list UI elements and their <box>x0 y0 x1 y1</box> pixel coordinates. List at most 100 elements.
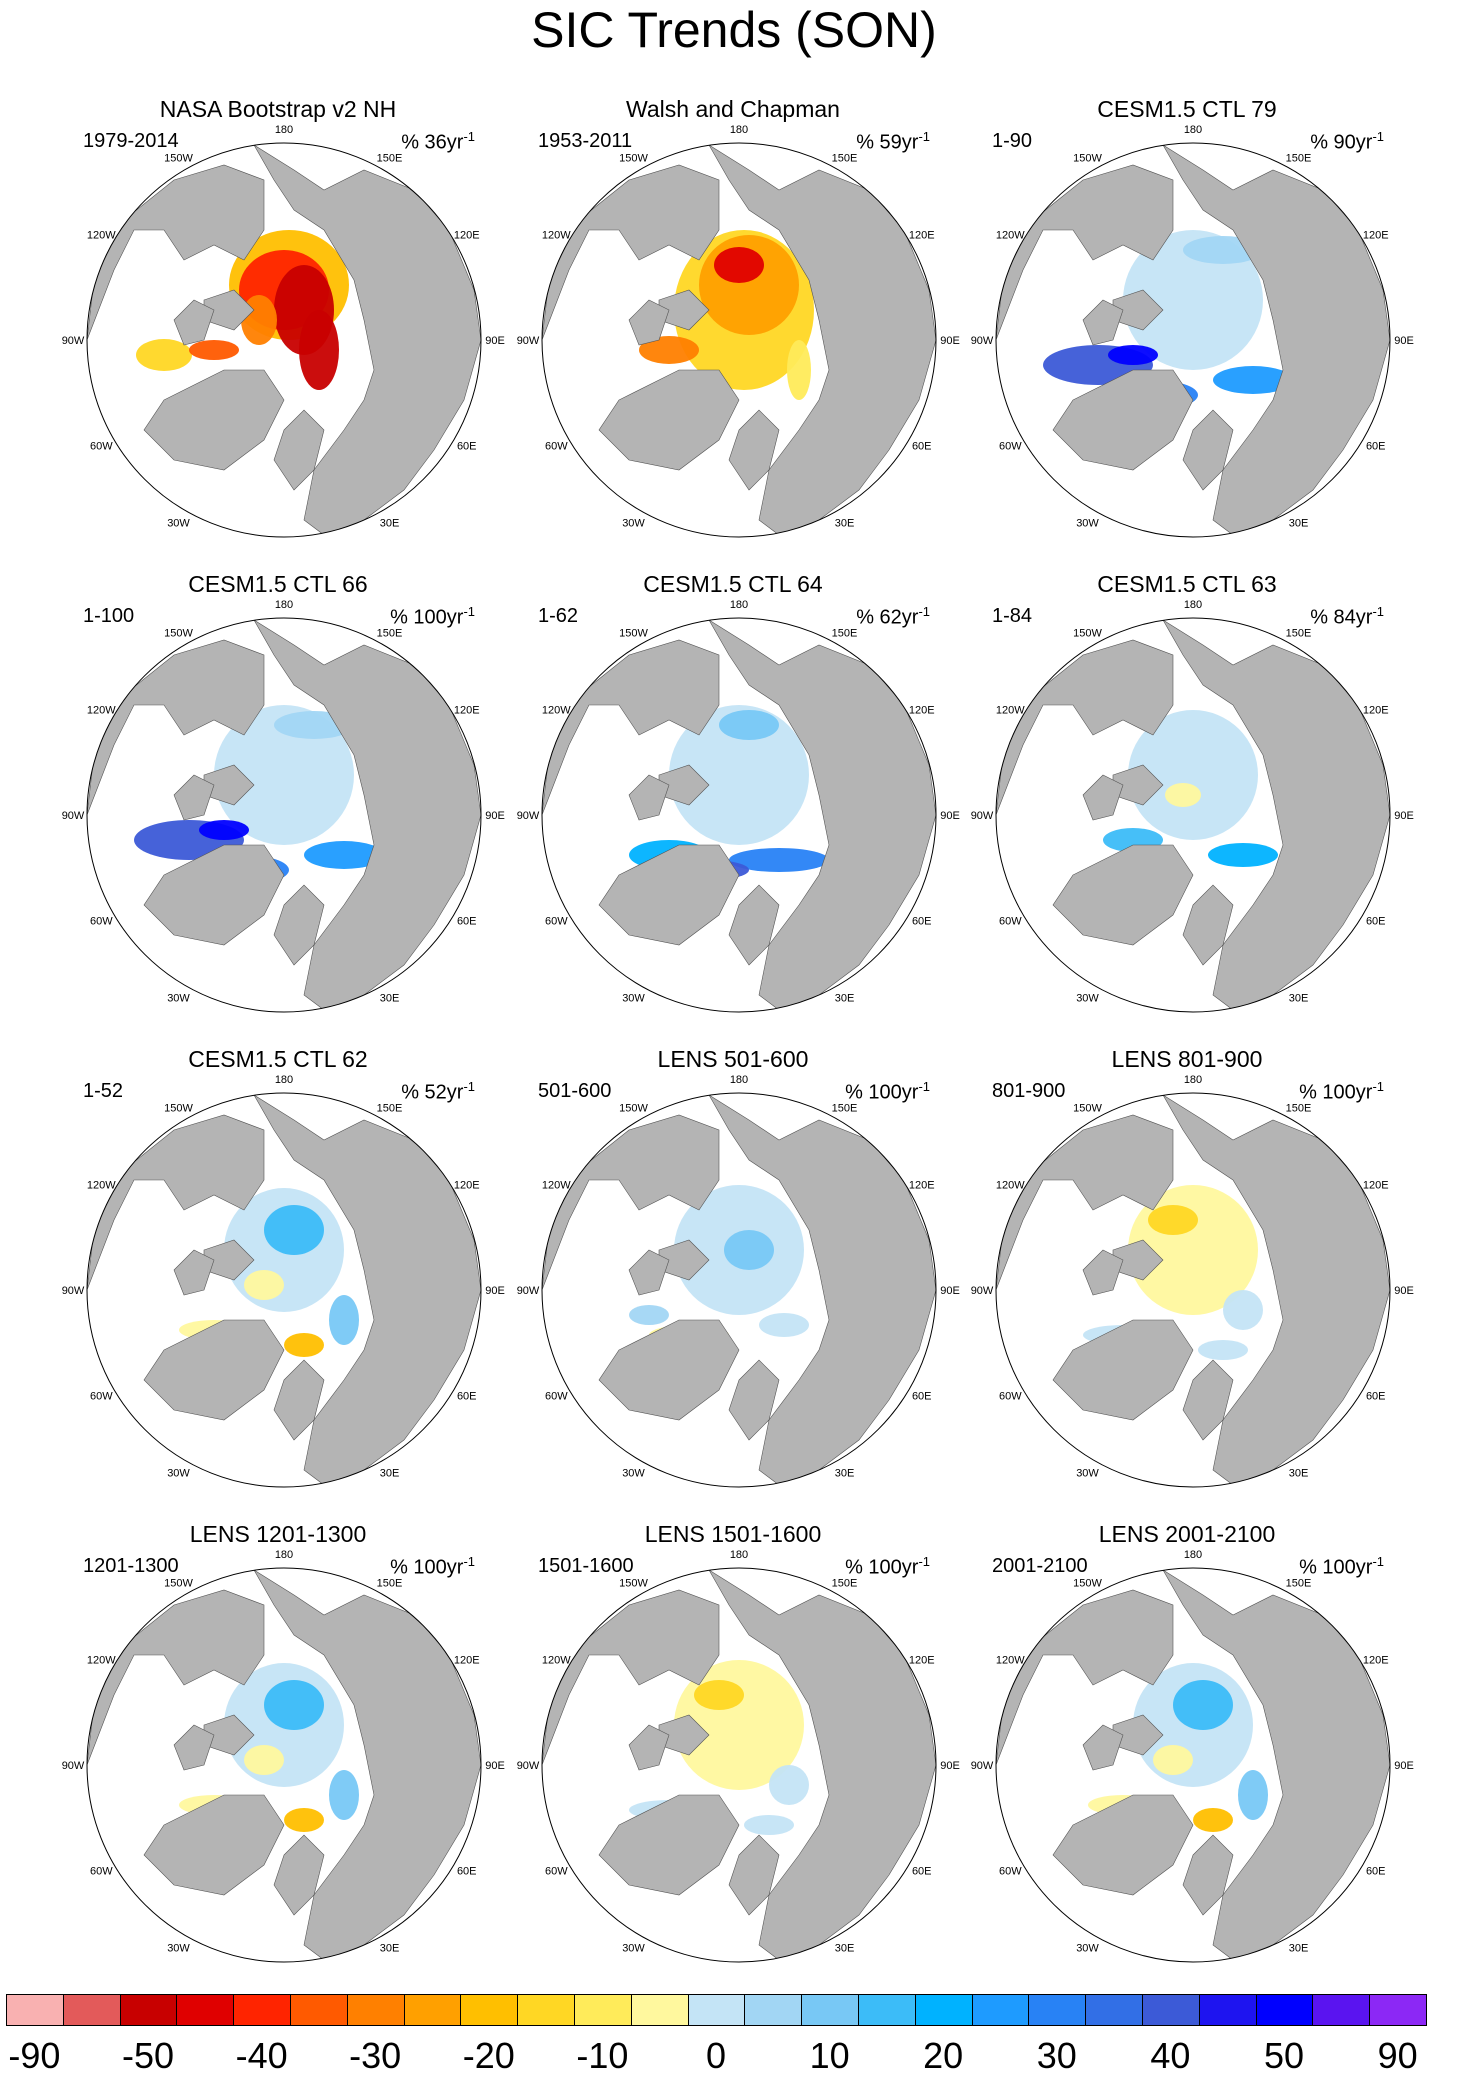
longitude-label: 180 <box>730 1074 748 1086</box>
longitude-label: 180 <box>275 1074 293 1086</box>
longitude-label: 150W <box>164 1102 193 1114</box>
longitude-label: 90W <box>971 1760 994 1772</box>
longitude-label: 60W <box>999 1391 1022 1403</box>
longitude-label: 60W <box>90 441 113 453</box>
units-exponent: -1 <box>918 604 930 619</box>
panel-period: 1-84 <box>992 605 1033 627</box>
longitude-label: 30E <box>1289 1943 1309 1955</box>
land-polygon <box>1182 409 1234 491</box>
panel-units: % 100yr-1 <box>845 1550 930 1580</box>
longitude-label: 60E <box>1366 1391 1386 1403</box>
longitude-label: 30W <box>1076 993 1099 1005</box>
panel-title: LENS 801-900 <box>1111 1046 1263 1072</box>
trend-region <box>714 247 764 283</box>
land-polygon <box>598 844 740 946</box>
figure-title: SIC Trends (SON) <box>531 2 937 58</box>
colorbar-box <box>6 1994 64 2026</box>
land-mass <box>87 144 481 536</box>
panel-title: CESM1.5 CTL 62 <box>188 1046 368 1072</box>
longitude-label: 60E <box>1366 441 1386 453</box>
longitude-label: 150W <box>1073 627 1102 639</box>
colorbar-label: 10 <box>809 2035 850 2076</box>
longitude-label: 60E <box>457 1391 477 1403</box>
longitude-label: 30E <box>1289 1468 1309 1480</box>
colorbar <box>6 1994 1427 2028</box>
polar-map: 180150E120E90E60E30E030W60W90W120W150W <box>971 124 1414 538</box>
land-polygon <box>143 844 285 946</box>
panel-units: % 100yr-1 <box>1299 1075 1384 1105</box>
units-exponent: -1 <box>463 1554 475 1569</box>
colorbar-label: 90 <box>1377 2035 1418 2076</box>
panel-units: % 100yr-1 <box>1299 1550 1384 1580</box>
longitude-label: 150E <box>377 152 403 164</box>
trend-region <box>244 1270 284 1300</box>
longitude-label: 120E <box>454 1655 480 1667</box>
longitude-label: 180 <box>730 1549 748 1561</box>
longitude-label: 120W <box>542 705 571 717</box>
panel-units: % 52yr-1 <box>401 1075 475 1105</box>
longitude-label: 120W <box>996 1180 1025 1192</box>
trend-region <box>1213 366 1293 394</box>
longitude-label: 30E <box>835 1943 855 1955</box>
units-main: % 100yr <box>1299 1081 1373 1104</box>
longitude-label: 180 <box>1184 1549 1202 1561</box>
polar-map: 180150E120E90E60E30E030W60W90W120W150W <box>517 1074 960 1488</box>
land-polygon <box>273 409 325 491</box>
panel-period: 1953-2011 <box>538 130 633 152</box>
longitude-label: 90W <box>62 1760 85 1772</box>
longitude-label: 120W <box>542 230 571 242</box>
polar-map: 180150E120E90E60E30E030W60W90W120W150W <box>971 1549 1414 1963</box>
colorbar-label: -50 <box>121 2035 175 2076</box>
map-panel: 180150E120E90E60E30E030W60W90W120W150WWa… <box>506 95 960 545</box>
longitude-label: 90W <box>517 1285 540 1297</box>
map-panel: 180150E120E90E60E30E030W60W90W120W150WCE… <box>960 95 1414 545</box>
trend-region <box>1153 1745 1193 1775</box>
colorbar-label: 30 <box>1036 2035 1077 2076</box>
land-polygon <box>598 1794 740 1896</box>
longitude-label: 90E <box>1394 335 1414 347</box>
colorbar-label: -20 <box>462 2035 515 2076</box>
longitude-label: 120W <box>996 230 1025 242</box>
panel-title: NASA Bootstrap v2 NH <box>159 96 397 122</box>
longitude-label: 30W <box>1076 1468 1099 1480</box>
longitude-label: 150W <box>164 152 193 164</box>
land-mass <box>542 144 936 536</box>
longitude-label: 90W <box>517 810 540 822</box>
colorbar-box <box>744 1994 803 2026</box>
longitude-label: 90W <box>971 335 994 347</box>
trend-region <box>629 1305 669 1325</box>
units-main: % 100yr <box>390 606 464 629</box>
land-polygon <box>628 1249 670 1296</box>
panel-units: % 100yr-1 <box>845 1075 930 1105</box>
panel-period: 1-52 <box>83 1080 124 1102</box>
longitude-label: 150W <box>1073 1102 1102 1114</box>
colorbar-box <box>1198 1994 1257 2026</box>
longitude-label: 150E <box>377 1102 403 1114</box>
longitude-label: 120W <box>87 230 116 242</box>
panel-units: % 59yr-1 <box>856 125 930 155</box>
longitude-label: 30E <box>835 518 855 530</box>
map-panel: 180150E120E90E60E30E030W60W90W120W150WLE… <box>506 1520 960 1970</box>
colorbar-label: 50 <box>1263 2035 1305 2076</box>
colorbar-label: 40 <box>1150 2035 1191 2076</box>
longitude-label: 60W <box>545 916 568 928</box>
longitude-label: 60E <box>1366 916 1386 928</box>
longitude-label: 90E <box>1394 810 1414 822</box>
trend-region <box>214 705 354 845</box>
colorbar-box <box>687 1994 746 2026</box>
land-mass <box>87 619 481 1011</box>
trend-region <box>199 820 249 840</box>
land-polygon <box>173 299 215 346</box>
longitude-label: 150W <box>164 627 193 639</box>
longitude-label: 90W <box>971 1285 994 1297</box>
trend-region <box>189 340 239 360</box>
colorbar-box <box>460 1994 519 2026</box>
longitude-label: 60W <box>999 441 1022 453</box>
colorbar-label: -40 <box>235 2035 288 2076</box>
units-main: % 100yr <box>1299 1556 1373 1579</box>
trend-region <box>244 1745 284 1775</box>
longitude-label: 180 <box>730 124 748 136</box>
longitude-label: 60W <box>545 1391 568 1403</box>
trend-region <box>1193 1808 1233 1832</box>
panel-title: Walsh and Chapman <box>626 96 840 122</box>
